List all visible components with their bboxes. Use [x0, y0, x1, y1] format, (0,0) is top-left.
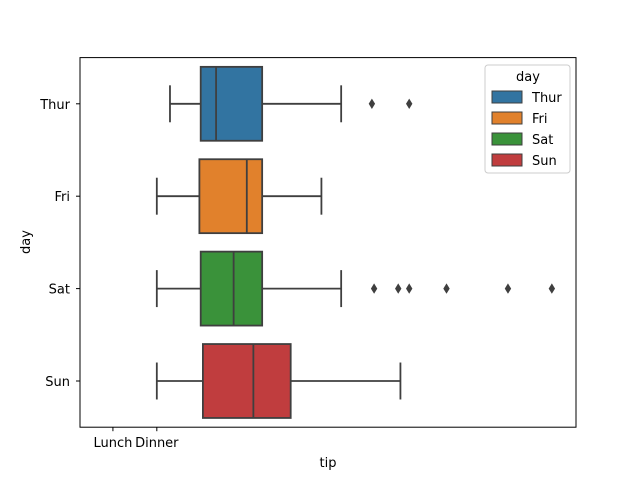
legend-swatch-fri	[491, 111, 523, 125]
box-group-sun	[155, 343, 402, 419]
outlier-sat-1	[395, 283, 402, 294]
outlier-sat-5	[548, 283, 556, 294]
ticks-layer: Thur Fri Sat Sun Lunch Dinner	[39, 98, 179, 451]
y-tick-label-sun: Sun	[45, 375, 70, 390]
legend: day Thur Fri Sat Sun	[484, 64, 571, 174]
legend-label-fri: Fri	[532, 112, 548, 127]
outlier-sat-3	[443, 283, 450, 294]
outlier-thur-0	[368, 98, 376, 109]
box-group-thur	[169, 65, 413, 142]
outlier-sat-4	[504, 283, 512, 294]
x-axis-label: tip	[320, 456, 337, 471]
x-tick-label-dinner: Dinner	[135, 436, 179, 451]
box-sun	[202, 343, 292, 419]
y-tick-label-thur: Thur	[39, 98, 70, 113]
y-axis-label: day	[19, 230, 34, 254]
y-tick-label-fri: Fri	[55, 190, 71, 205]
outlier-thur-1	[406, 98, 413, 109]
box-fri	[198, 158, 264, 235]
legend-swatch-sat	[491, 132, 523, 146]
legend-swatch-sun	[491, 153, 523, 167]
box-thur	[199, 65, 264, 142]
x-tick-label-lunch: Lunch	[93, 436, 132, 451]
legend-title: day	[516, 70, 540, 85]
outlier-sat-0	[370, 283, 378, 294]
legend-label-sat: Sat	[532, 133, 553, 148]
y-tick-label-sat: Sat	[49, 283, 70, 298]
boxes-layer	[155, 65, 556, 419]
plot-frame	[79, 57, 577, 428]
legend-label-thur: Thur	[531, 91, 562, 106]
legend-swatch-thur	[491, 90, 523, 104]
box-group-fri	[155, 158, 323, 235]
legend-items: Thur Fri Sat Sun	[491, 90, 562, 169]
legend-label-sun: Sun	[532, 154, 557, 169]
box-sat	[199, 250, 264, 327]
outlier-sat-2	[406, 283, 413, 294]
box-group-sat	[155, 250, 556, 327]
